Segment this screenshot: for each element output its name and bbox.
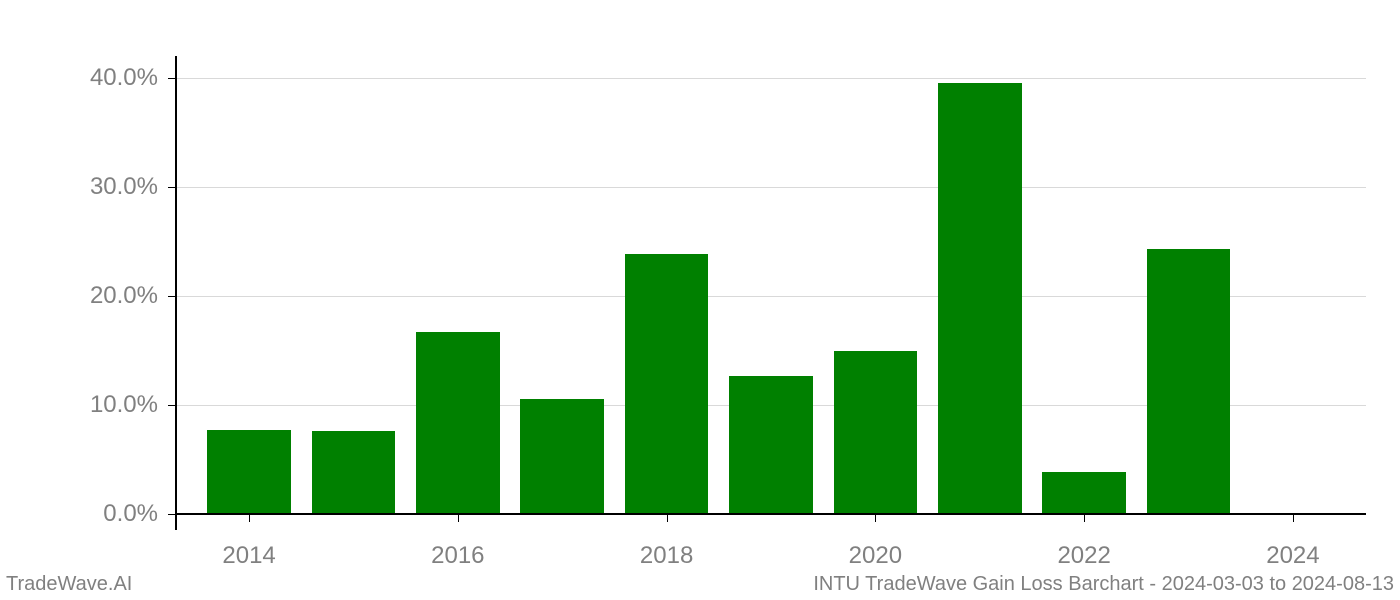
y-axis-line xyxy=(175,56,177,530)
bar xyxy=(312,431,396,514)
y-tick-label: 40.0% xyxy=(90,64,158,92)
x-tick-label: 2014 xyxy=(222,542,275,570)
y-tick-label: 30.0% xyxy=(90,173,158,201)
y-tick-mark xyxy=(168,296,176,297)
bar xyxy=(729,376,813,513)
footer-left-label: TradeWave.AI xyxy=(6,573,132,596)
grid-line xyxy=(176,78,1366,79)
y-tick-label: 10.0% xyxy=(90,391,158,419)
x-tick-label: 2022 xyxy=(1057,542,1110,570)
bar xyxy=(938,83,1022,513)
bar xyxy=(1042,472,1126,513)
x-tick-label: 2020 xyxy=(849,542,902,570)
x-tick-label: 2016 xyxy=(431,542,484,570)
x-tick-mark xyxy=(1084,514,1085,522)
x-tick-label: 2018 xyxy=(640,542,693,570)
grid-line xyxy=(176,187,1366,188)
x-tick-mark xyxy=(1293,514,1294,522)
y-tick-mark xyxy=(168,514,176,515)
chart-container: { "chart": { "type": "bar", "dimensions"… xyxy=(0,0,1400,600)
plot-area xyxy=(176,56,1366,530)
x-axis-line xyxy=(176,513,1366,515)
x-tick-mark xyxy=(667,514,668,522)
y-tick-label: 0.0% xyxy=(103,500,158,528)
x-tick-label: 2024 xyxy=(1266,542,1319,570)
x-tick-mark xyxy=(875,514,876,522)
x-tick-mark xyxy=(458,514,459,522)
bar xyxy=(625,254,709,513)
bar xyxy=(520,399,604,513)
footer-right-label: INTU TradeWave Gain Loss Barchart - 2024… xyxy=(813,573,1394,596)
bar xyxy=(1147,249,1231,514)
y-tick-label: 20.0% xyxy=(90,282,158,310)
y-tick-mark xyxy=(168,78,176,79)
y-tick-mark xyxy=(168,405,176,406)
bar xyxy=(416,332,500,514)
x-tick-mark xyxy=(249,514,250,522)
bar xyxy=(834,351,918,513)
bar xyxy=(207,430,291,514)
y-tick-mark xyxy=(168,187,176,188)
